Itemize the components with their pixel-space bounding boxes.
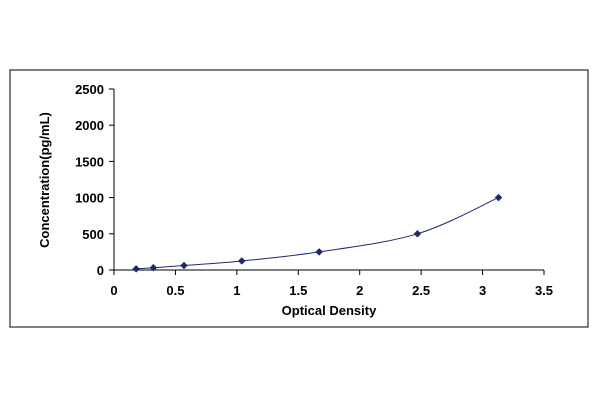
x-tick-label: 3.5 bbox=[535, 283, 553, 298]
y-tick-label: 2500 bbox=[75, 82, 104, 97]
y-tick-label: 1500 bbox=[75, 154, 104, 169]
data-points-layer bbox=[132, 193, 503, 273]
y-tick-label: 500 bbox=[82, 227, 104, 242]
data-point bbox=[315, 248, 324, 256]
data-point bbox=[149, 263, 158, 272]
data-point bbox=[413, 229, 422, 238]
data-point bbox=[237, 257, 246, 265]
y-tick-label: 2000 bbox=[75, 118, 104, 133]
x-tick-label: 2.5 bbox=[412, 283, 430, 298]
x-tick-label: 0 bbox=[110, 283, 117, 298]
data-point bbox=[132, 265, 140, 273]
y-axis-ticks: 0 500 1000 1500 2000 2500 bbox=[75, 82, 114, 278]
x-tick-label: 3 bbox=[479, 283, 486, 298]
data-point bbox=[494, 193, 503, 202]
y-tick-label: 0 bbox=[97, 263, 104, 278]
data-point bbox=[180, 261, 188, 270]
y-axis-title: Concentration(pg/mL) bbox=[37, 112, 52, 248]
x-tick-label: 1.5 bbox=[289, 283, 307, 298]
x-tick-label: 0.5 bbox=[166, 283, 184, 298]
x-axis-ticks: 0 0.5 1 1.5 2 2.5 3 3.5 bbox=[110, 270, 553, 298]
x-tick-label: 2 bbox=[356, 283, 363, 298]
y-tick-label: 1000 bbox=[75, 191, 104, 206]
x-tick-label: 1 bbox=[233, 283, 240, 298]
chart-frame bbox=[9, 69, 589, 328]
x-axis-title: Optical Density bbox=[282, 303, 377, 318]
